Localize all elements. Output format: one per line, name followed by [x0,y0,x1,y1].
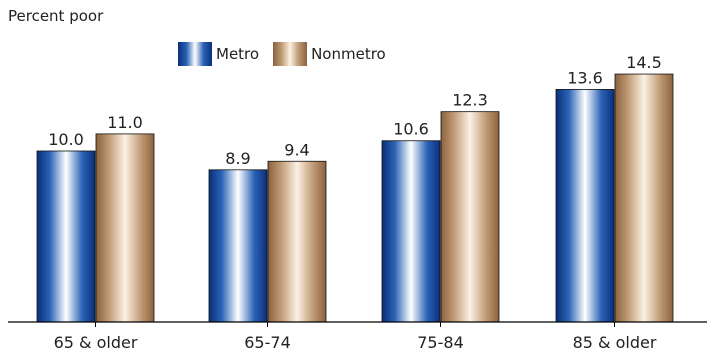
value-label-metro-1: 10.0 [48,130,84,149]
legend-swatch-nonmetro [273,42,308,66]
bar-nonmetro-3 [440,111,500,323]
legend-swatch-metro [178,42,212,66]
bar-metro-1 [36,150,96,323]
value-label-metro-2: 8.9 [225,149,250,168]
x-tick-label-1: 65 & older [54,333,138,352]
legend-item-metro: Metro [178,42,259,66]
legend: Metro Nonmetro [178,42,400,66]
bar-nonmetro-2 [267,160,327,323]
bar-metro-2 [208,169,268,323]
value-label-nonmetro-4: 14.5 [626,53,662,72]
legend-label-metro: Metro [216,45,260,63]
legend-item-nonmetro: Nonmetro [273,42,386,66]
value-label-nonmetro-3: 12.3 [452,91,488,110]
value-label-metro-4: 13.6 [567,68,603,87]
x-tick-label-4: 85 & older [573,333,657,352]
bar-metro-4 [555,89,615,323]
value-label-nonmetro-1: 11.0 [107,113,143,132]
value-label-nonmetro-2: 9.4 [284,140,309,159]
bar-nonmetro-1 [95,133,155,323]
value-label-metro-3: 10.6 [393,120,429,139]
y-axis-label: Percent poor [8,7,104,25]
x-tick-label-2: 65-74 [244,333,291,352]
legend-label-nonmetro: Nonmetro [311,45,386,63]
bar-metro-3 [381,140,441,323]
bar-nonmetro-4 [614,73,674,323]
x-tick-label-3: 75-84 [417,333,464,352]
